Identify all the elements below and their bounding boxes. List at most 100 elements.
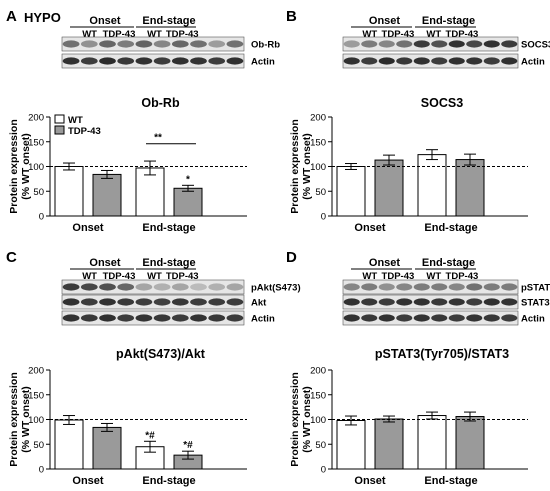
y-tick-label: 50: [33, 440, 44, 451]
blot-header-tdp43: TDP-43: [103, 29, 136, 40]
category-label: End-stage: [424, 222, 477, 234]
bar: [54, 166, 84, 217]
panel-letter-d: D: [286, 249, 297, 266]
panel-letter-b: B: [286, 8, 297, 25]
blot-band: [466, 40, 483, 48]
blot-band: [62, 314, 80, 322]
blot-header-tdp43: TDP-43: [166, 271, 199, 282]
blot-band: [80, 314, 98, 322]
blot-band: [190, 283, 207, 291]
blot-strip: [342, 310, 519, 326]
blot-band: [153, 40, 171, 48]
blot-band: [396, 57, 413, 65]
blot-band: [208, 283, 226, 291]
blot-band: [378, 57, 395, 65]
y-tick-label: 150: [310, 390, 326, 401]
blot-band: [135, 283, 153, 291]
blot-band: [62, 40, 80, 48]
blot-band: [501, 40, 518, 48]
category-label: Onset: [72, 475, 104, 487]
blot-band: [448, 57, 465, 65]
y-axis-label: (% WT onset): [20, 386, 32, 453]
chart-title: pAkt(S473)/Akt: [116, 347, 206, 361]
blot-band: [466, 298, 483, 306]
chart-d: pSTAT3(Tyr705)/STAT3 0 50 100 150 200 Protein …: [289, 347, 528, 487]
y-tick-label: 0: [321, 212, 326, 223]
bar: [417, 415, 447, 470]
blot-band: [483, 283, 500, 291]
blot-band: [117, 314, 135, 322]
blot-band: [190, 314, 207, 322]
blot-band: [153, 57, 171, 65]
blot-band: [117, 298, 135, 306]
blot-band: [190, 298, 207, 306]
blot-header-tdp43: TDP-43: [446, 29, 479, 40]
blot-header-wt: WT: [362, 29, 377, 40]
y-axis-label: Protein expression: [8, 372, 20, 467]
blot-panel-b: Onset End-stage WT TDP-43 WT TDP-43 SOCS3 Actin: [342, 15, 550, 69]
y-tick-label: 200: [28, 366, 44, 377]
blot-band: [62, 298, 80, 306]
y-tick-label: 100: [310, 415, 326, 426]
blot-band: [226, 57, 244, 65]
blot-band: [190, 57, 207, 65]
blot-band: [378, 283, 395, 291]
blot-band: [448, 298, 465, 306]
y-axis-label: Protein expression: [289, 119, 301, 214]
blot-band: [431, 298, 448, 306]
blot-header-end-stage: End-stage: [422, 257, 475, 269]
blot-band: [483, 40, 500, 48]
blot-label-stat3: STAT3: [521, 298, 550, 309]
y-tick-label: 50: [315, 440, 326, 451]
blot-band: [413, 40, 430, 48]
chart-title: Ob-Rb: [141, 96, 180, 110]
blot-header-tdp43: TDP-43: [382, 29, 415, 40]
blot-band: [171, 40, 189, 48]
chart-c: pAkt(S473)/Akt 0 50 100 150 200 Protein expres…: [8, 347, 247, 487]
blot-strip: [342, 294, 519, 310]
y-axis-label: (% WT onset): [20, 133, 32, 200]
blot-band: [343, 314, 360, 322]
chart-title: pSTAT3(Tyr705)/STAT3: [375, 347, 509, 361]
blot-header-onset: Onset: [89, 15, 121, 27]
blot-band: [483, 298, 500, 306]
blot-label-actin: Actin: [521, 57, 545, 68]
blot-band: [99, 283, 116, 291]
blot-band: [361, 283, 378, 291]
blot-band: [413, 314, 430, 322]
y-tick-label: 100: [28, 415, 44, 426]
blot-band: [80, 57, 98, 65]
blot-band: [378, 314, 395, 322]
blot-header-tdp43: TDP-43: [103, 271, 136, 282]
blot-band: [396, 283, 413, 291]
blot-band: [361, 57, 378, 65]
blot-band: [171, 283, 189, 291]
blot-band: [343, 283, 360, 291]
blot-band: [413, 298, 430, 306]
blot-header-wt: WT: [362, 271, 377, 282]
blot-band: [361, 314, 378, 322]
category-label: End-stage: [142, 222, 195, 234]
y-tick-label: 0: [39, 465, 44, 476]
blot-strip: [61, 36, 245, 52]
blot-header-wt: WT: [426, 271, 441, 282]
category-label: Onset: [72, 222, 104, 234]
blot-header-onset: Onset: [369, 15, 401, 27]
blot-band: [396, 314, 413, 322]
blot-band: [153, 283, 171, 291]
blot-label-actin: Actin: [251, 314, 275, 325]
blot-band: [226, 283, 244, 291]
blot-band: [171, 314, 189, 322]
blot-band: [135, 40, 153, 48]
blot-band: [117, 283, 135, 291]
legend-label: TDP-43: [68, 126, 101, 137]
significance-mark: *: [186, 174, 190, 185]
blot-band: [171, 298, 189, 306]
blot-band: [171, 57, 189, 65]
blot-band: [80, 283, 98, 291]
significance-bracket-label: **: [154, 133, 162, 144]
chart-a: Ob-Rb 0 50 100 150 200 Protein expression (% WT…: [8, 96, 247, 234]
blot-band: [80, 40, 98, 48]
y-tick-label: 0: [321, 465, 326, 476]
blot-band: [208, 298, 226, 306]
